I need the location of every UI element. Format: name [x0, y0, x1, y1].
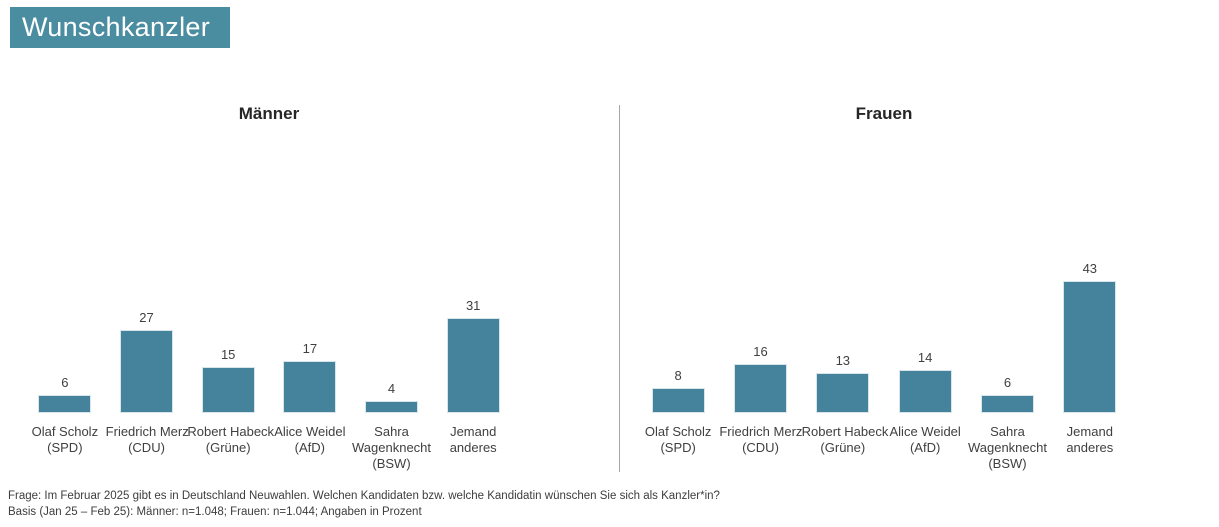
- value-label: 8: [674, 368, 682, 383]
- bar-column: 16: [719, 344, 801, 413]
- value-label: 6: [61, 375, 69, 390]
- bar-column: 6: [24, 375, 106, 413]
- footnote: Frage: Im Februar 2025 gibt es in Deutsc…: [8, 488, 720, 520]
- category-label: Olaf Scholz (SPD): [31, 424, 99, 455]
- chart-title-maenner: Männer: [238, 104, 300, 123]
- footnote-question: Frage: Im Februar 2025 gibt es in Deutsc…: [8, 490, 720, 502]
- chart-panel-maenner: Männer 6 27 15 17 4 31 Olaf Scholz (SPD) Friedr…: [24, 104, 514, 472]
- bar: [651, 388, 705, 413]
- category-label: Olaf Scholz (SPD): [644, 424, 712, 455]
- bar-column: 6: [966, 375, 1048, 413]
- category-label: Sahra Wagenknecht (BSW): [352, 424, 432, 471]
- value-label: 43: [1082, 261, 1098, 276]
- value-label: 14: [917, 350, 933, 365]
- bar-column: 4: [351, 381, 433, 413]
- bar-column: 14: [884, 350, 966, 413]
- footnote-basis: Basis (Jan 25 – Feb 25): Männer: n=1.048…: [8, 506, 422, 518]
- plot-area: 8 16 13 14 6 43: [637, 124, 1131, 413]
- category-label: Alice Weidel (AfD): [889, 424, 961, 455]
- slide-title: Wunschkanzler: [22, 12, 210, 42]
- category-label: Alice Weidel (AfD): [274, 424, 346, 455]
- bar: [38, 395, 92, 413]
- bar-column: 15: [187, 347, 269, 413]
- slide-title-box: Wunschkanzler: [10, 7, 230, 48]
- value-label: 13: [835, 353, 851, 368]
- value-label: 17: [302, 341, 318, 356]
- value-label: 27: [139, 310, 154, 325]
- category-label: Jemand anderes: [449, 424, 497, 455]
- bar: [980, 395, 1034, 413]
- bar: [120, 330, 173, 413]
- bar-column: 8: [637, 368, 719, 413]
- value-label: 4: [387, 381, 396, 396]
- chart-panel-frauen: Frauen 8 16 13 14 6 43 Olaf Scholz (SPD) Friedr…: [637, 104, 1131, 472]
- category-label: Robert Habeck (Grüne): [187, 424, 275, 455]
- bar-column: 43: [1049, 261, 1131, 413]
- value-label: 6: [1003, 375, 1012, 390]
- value-label: 31: [465, 298, 481, 313]
- category-labels: Olaf Scholz (SPD) Friedrich Merz (CDU) Rober…: [637, 413, 1131, 472]
- category-label: Jemand anderes: [1066, 424, 1114, 455]
- category-labels: Olaf Scholz (SPD) Friedrich Merz (CDU) Rober…: [24, 413, 514, 472]
- panel-divider-line: [619, 105, 620, 472]
- bar: [283, 361, 337, 413]
- bar-column: 31: [432, 298, 514, 413]
- bar-column: 13: [802, 353, 884, 413]
- bar: [898, 370, 952, 413]
- value-label: 15: [220, 347, 236, 362]
- chart-title-frauen: Frauen: [855, 104, 913, 123]
- value-label: 16: [753, 344, 768, 359]
- bar: [733, 364, 787, 413]
- bar-column: 27: [106, 310, 188, 413]
- bar-column: 17: [269, 341, 351, 413]
- category-label: Friedrich Merz (CDU): [719, 424, 803, 455]
- bar: [446, 318, 500, 413]
- bar: [1063, 281, 1117, 413]
- bar: [365, 401, 419, 413]
- plot-area: 6 27 15 17 4 31: [24, 124, 514, 413]
- bar: [201, 367, 255, 413]
- category-label: Sahra Wagenknecht (BSW): [967, 424, 1047, 471]
- category-label: Friedrich Merz (CDU): [105, 424, 189, 455]
- category-label: Robert Habeck (Grüne): [801, 424, 889, 455]
- bar: [816, 373, 870, 413]
